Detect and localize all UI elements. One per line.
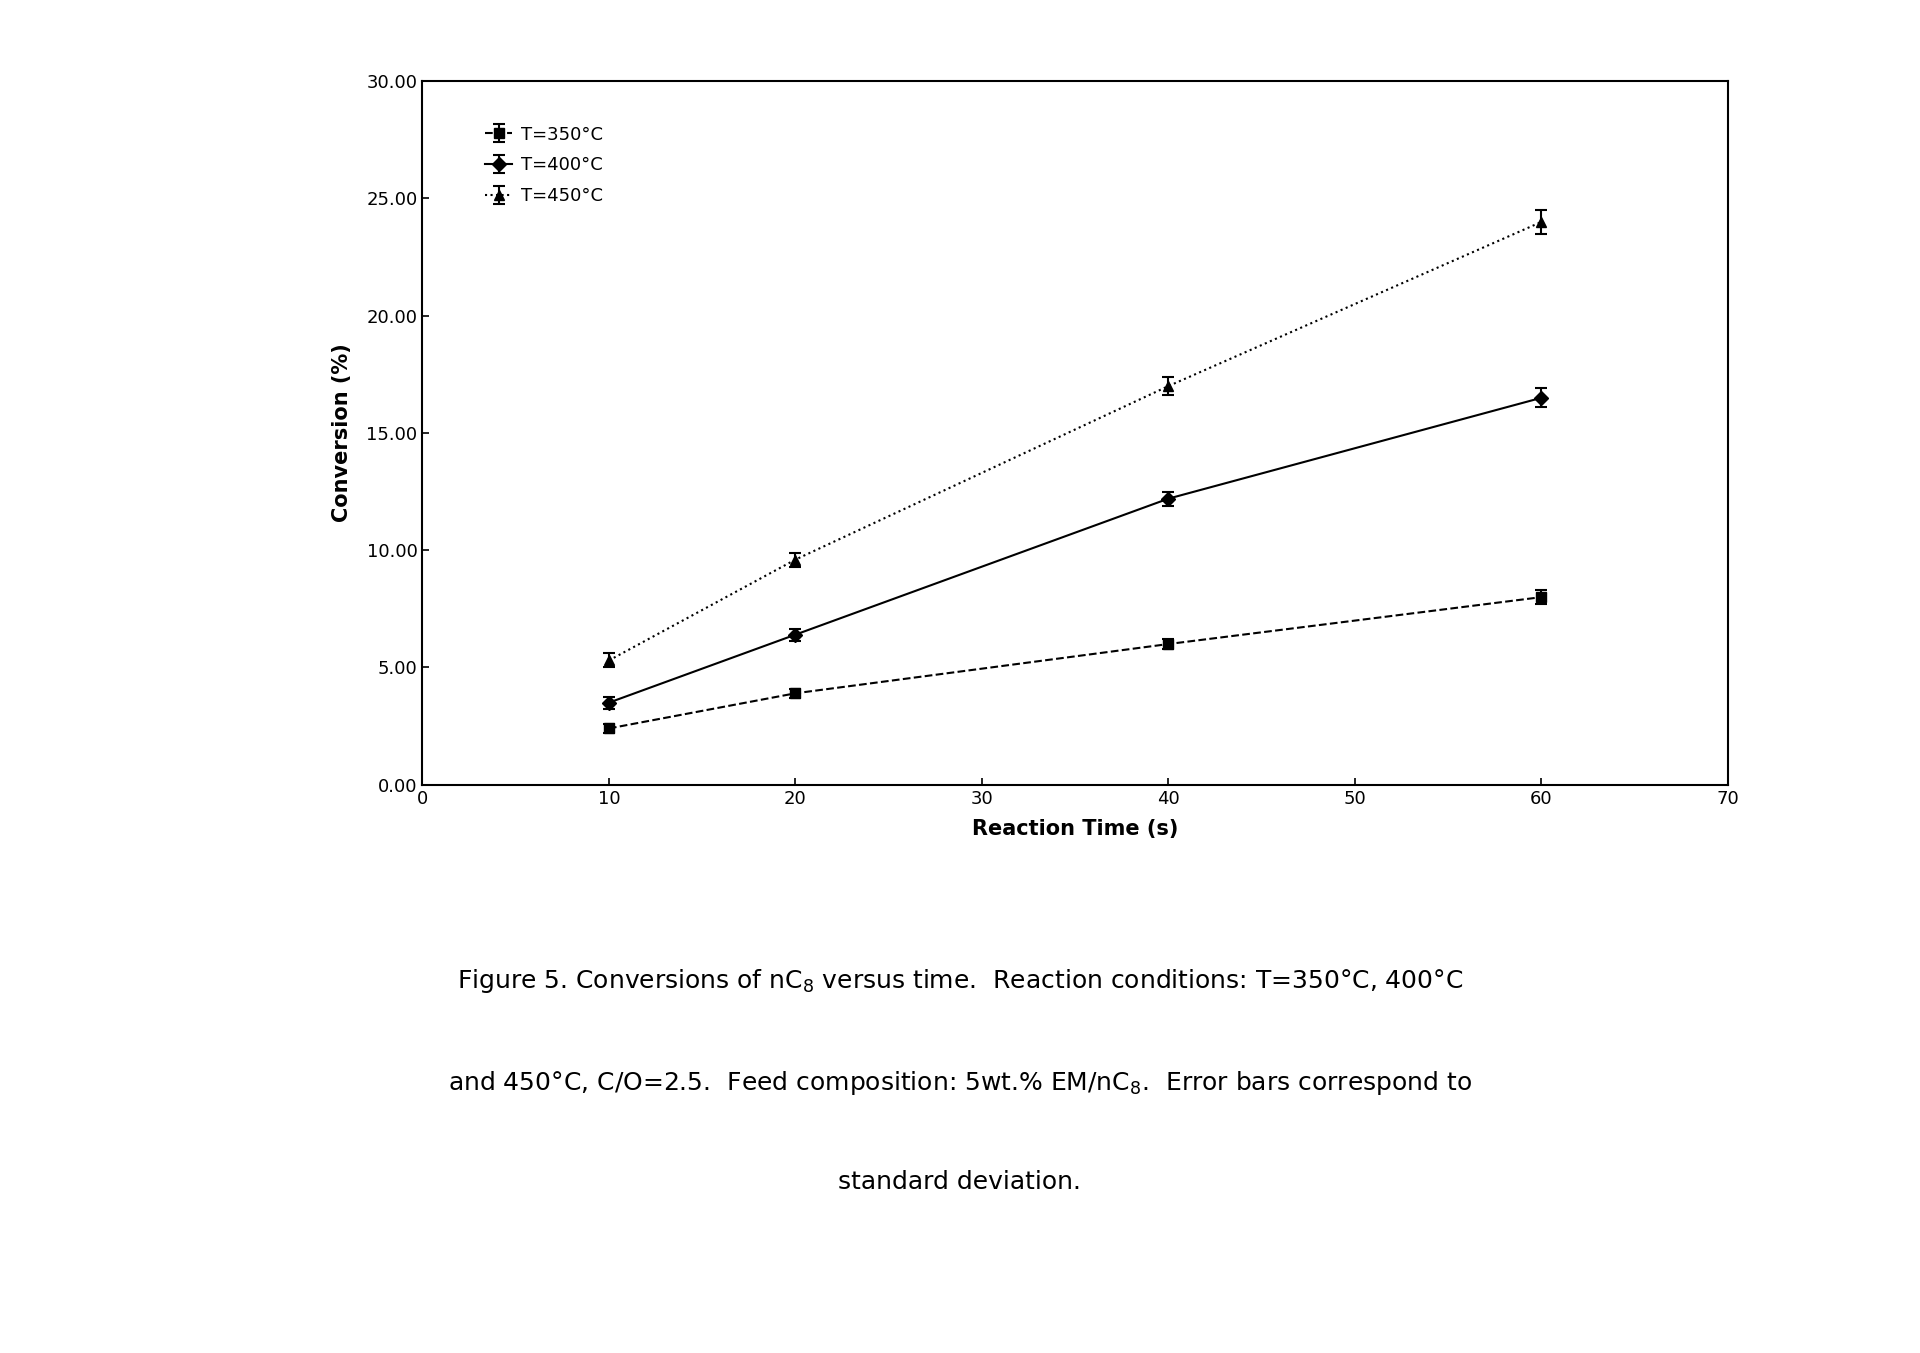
Text: Figure 5. Conversions of nC$_8$ versus time.  Reaction conditions: T=350°C, 400°: Figure 5. Conversions of nC$_8$ versus t… [457,967,1463,996]
X-axis label: Reaction Time (s): Reaction Time (s) [972,819,1179,839]
Text: and 450°C, C/O=2.5.  Feed composition: 5wt.% EM/nC$_8$.  Error bars correspond t: and 450°C, C/O=2.5. Feed composition: 5w… [447,1069,1473,1097]
Text: standard deviation.: standard deviation. [839,1170,1081,1195]
Legend: T=350°C, T=400°C, T=450°C: T=350°C, T=400°C, T=450°C [470,111,618,219]
Y-axis label: Conversion (%): Conversion (%) [332,344,353,522]
